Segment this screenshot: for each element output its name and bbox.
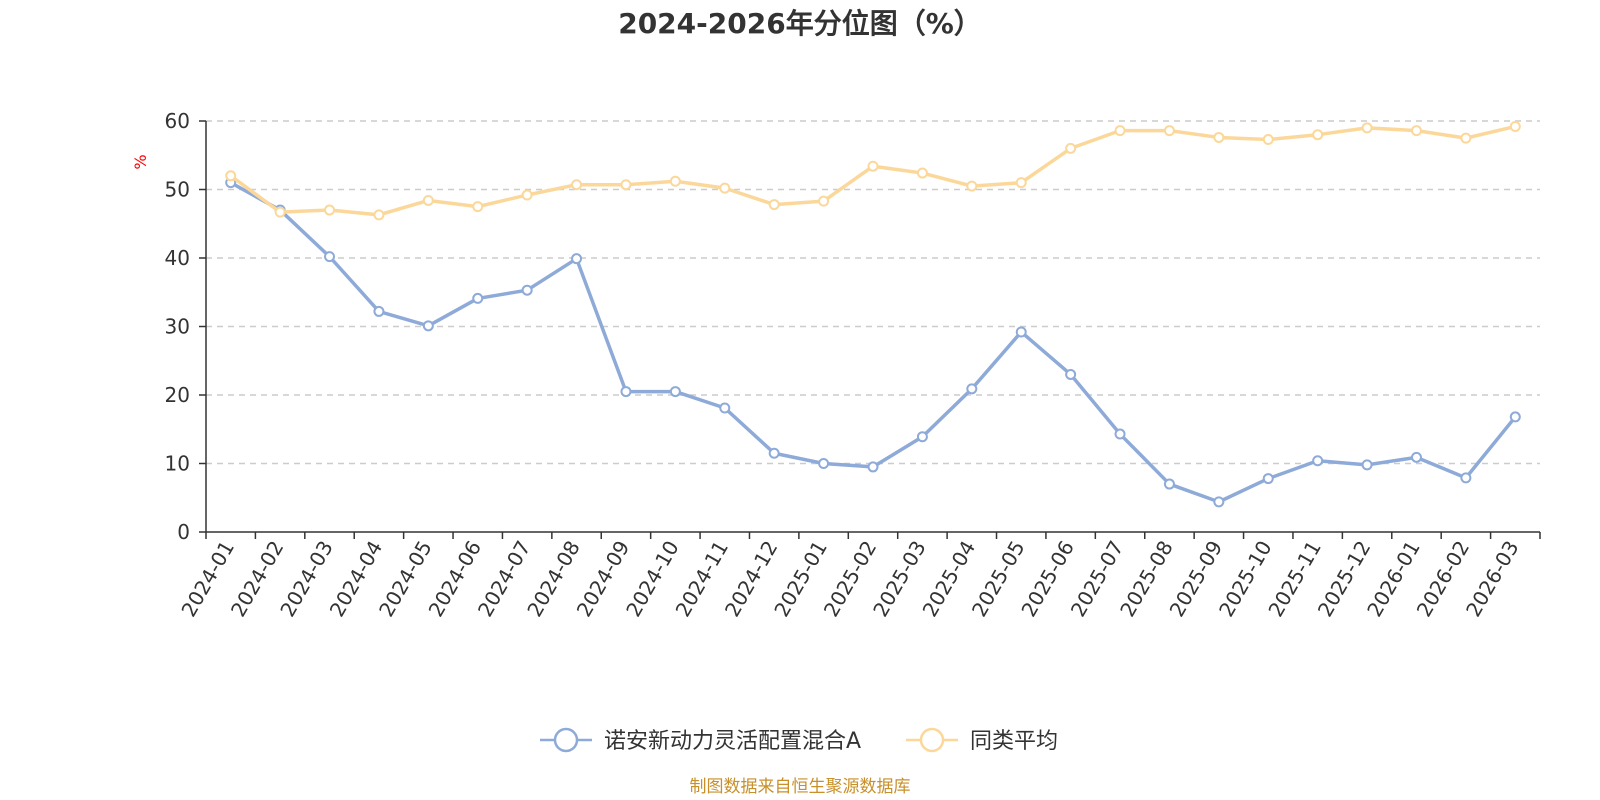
data-point-0-2024-04 bbox=[373, 305, 385, 317]
data-point-1-2024-02 bbox=[274, 206, 286, 218]
data-point-0-2026-01 bbox=[1410, 451, 1422, 463]
data-point-1-2024-09 bbox=[620, 179, 632, 191]
legend-marker-1 bbox=[919, 727, 945, 753]
grid-lines bbox=[206, 120, 1540, 465]
y-tick-label-30: 30 bbox=[165, 315, 190, 339]
data-point-1-2024-03 bbox=[324, 204, 336, 216]
data-point-0-2025-02 bbox=[867, 461, 879, 473]
data-point-1-2026-02 bbox=[1460, 132, 1472, 144]
data-point-1-2025-01 bbox=[818, 195, 830, 207]
series-1 bbox=[225, 120, 1521, 221]
data-point-0-2025-04 bbox=[966, 383, 978, 395]
y-tick-label-50: 50 bbox=[165, 178, 190, 202]
data-point-0-2025-10 bbox=[1262, 473, 1274, 485]
data-point-0-2024-12 bbox=[768, 447, 780, 459]
data-point-0-2024-07 bbox=[521, 284, 533, 296]
y-tick-label-40: 40 bbox=[165, 246, 190, 270]
data-point-1-2025-03 bbox=[916, 167, 928, 179]
y-axis-label: % bbox=[131, 154, 150, 169]
y-tick-label-20: 20 bbox=[165, 383, 190, 407]
x-axis: 2024-012024-022024-032024-042024-052024-… bbox=[176, 531, 1541, 621]
legend-item-0: 诺安新动力灵活配置混合A bbox=[540, 727, 861, 754]
data-point-1-2024-08 bbox=[571, 179, 583, 191]
data-point-1-2026-01 bbox=[1410, 125, 1422, 137]
data-point-0-2024-10 bbox=[669, 386, 681, 398]
data-point-0-2024-08 bbox=[571, 253, 583, 265]
data-point-0-2025-01 bbox=[818, 458, 830, 469]
y-tick-label-0: 0 bbox=[177, 520, 190, 544]
data-point-1-2024-07 bbox=[521, 189, 533, 201]
data-point-0-2025-06 bbox=[1065, 368, 1077, 380]
source-note: 制图数据来自恒生聚源数据库 bbox=[690, 777, 911, 797]
data-point-1-2025-08 bbox=[1163, 125, 1175, 137]
chart-title: 2024-2026年分位图（%） bbox=[618, 7, 982, 40]
data-point-0-2024-05 bbox=[422, 320, 434, 332]
data-point-1-2025-09 bbox=[1213, 131, 1225, 143]
series-0 bbox=[225, 177, 1521, 508]
data-point-0-2024-06 bbox=[472, 292, 484, 304]
data-point-1-2026-03 bbox=[1509, 120, 1521, 132]
legend: 诺安新动力灵活配置混合A 同类平均 bbox=[540, 727, 1058, 754]
data-point-0-2025-09 bbox=[1213, 496, 1225, 508]
data-point-1-2025-06 bbox=[1065, 142, 1077, 154]
data-point-1-2024-05 bbox=[422, 194, 434, 206]
data-point-1-2025-11 bbox=[1312, 129, 1324, 141]
data-point-0-2025-12 bbox=[1361, 459, 1373, 471]
data-point-1-2024-10 bbox=[669, 175, 681, 187]
legend-label-0: 诺安新动力灵活配置混合A bbox=[604, 729, 861, 754]
data-point-0-2025-03 bbox=[916, 431, 928, 443]
data-point-0-2025-05 bbox=[1015, 326, 1027, 338]
data-point-1-2025-12 bbox=[1361, 122, 1373, 134]
data-point-1-2025-05 bbox=[1015, 177, 1027, 189]
legend-item-1: 同类平均 bbox=[906, 727, 1058, 754]
legend-marker-0 bbox=[553, 727, 579, 753]
y-tick-label-60: 60 bbox=[165, 109, 190, 133]
data-point-1-2024-06 bbox=[472, 201, 484, 213]
data-point-0-2026-02 bbox=[1460, 472, 1472, 484]
data-point-1-2024-04 bbox=[373, 209, 385, 221]
data-point-1-2024-12 bbox=[768, 199, 780, 211]
data-point-1-2024-01 bbox=[225, 170, 237, 182]
data-point-1-2025-04 bbox=[966, 180, 978, 192]
legend-label-1: 同类平均 bbox=[970, 729, 1058, 754]
data-point-1-2025-10 bbox=[1262, 133, 1274, 145]
data-point-0-2025-08 bbox=[1163, 478, 1175, 490]
y-axis: 0 10 20 30 40 50 60 bbox=[165, 109, 207, 544]
data-point-0-2024-09 bbox=[620, 386, 632, 398]
data-point-0-2024-11 bbox=[719, 402, 731, 414]
y-tick-label-10: 10 bbox=[165, 452, 190, 476]
data-point-0-2025-07 bbox=[1114, 428, 1126, 440]
data-point-1-2025-02 bbox=[867, 160, 879, 172]
data-point-1-2024-11 bbox=[719, 182, 731, 194]
series-layer bbox=[225, 120, 1521, 508]
data-point-1-2025-07 bbox=[1114, 125, 1126, 137]
series-line-0 bbox=[229, 181, 1517, 504]
data-point-0-2024-03 bbox=[324, 251, 336, 263]
data-point-0-2026-03 bbox=[1509, 411, 1521, 423]
data-point-0-2025-11 bbox=[1312, 455, 1324, 467]
